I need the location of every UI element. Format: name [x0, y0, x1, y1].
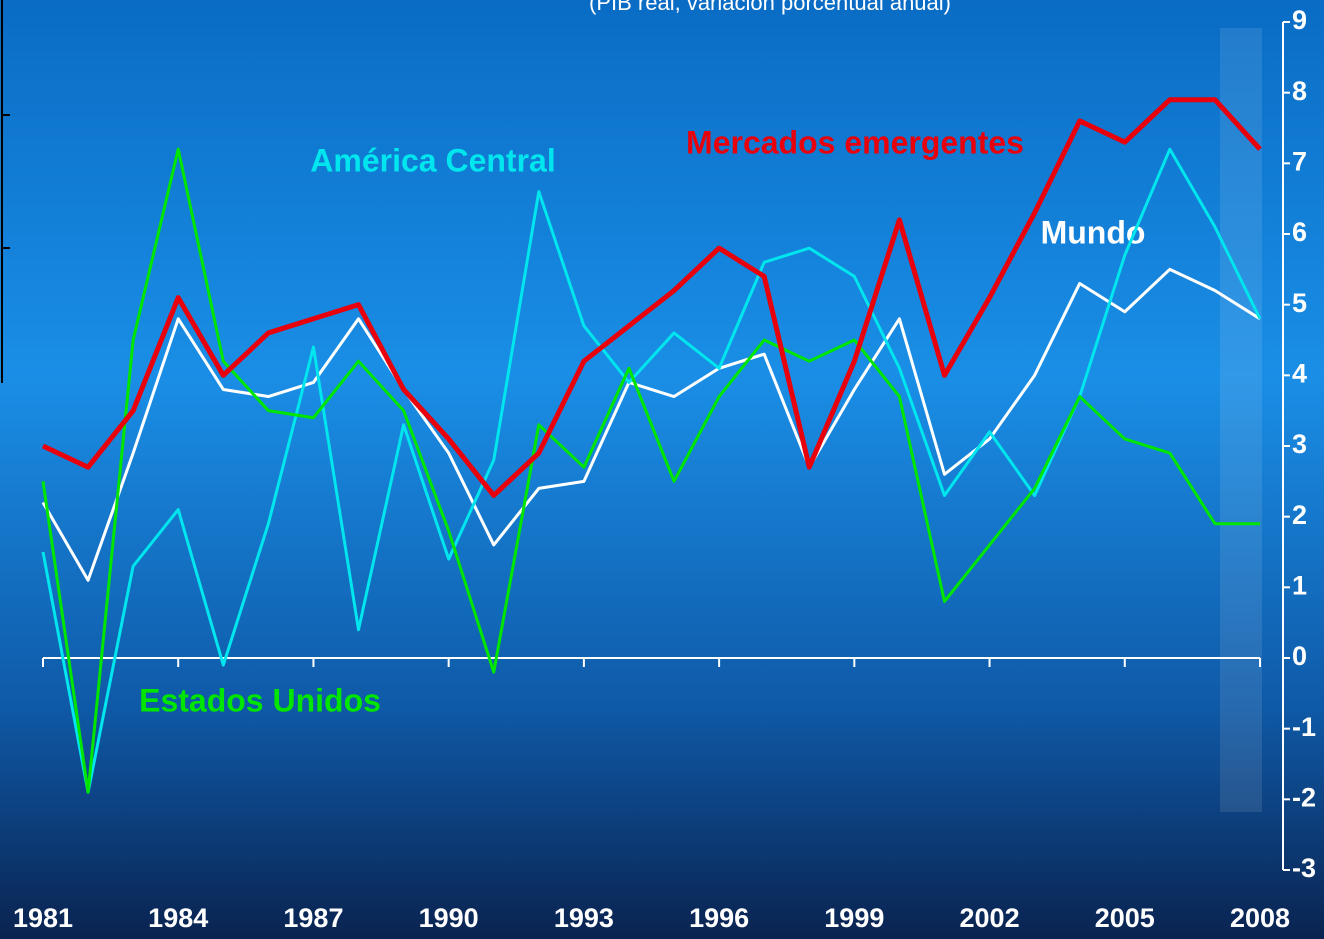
series-line — [41, 147, 1260, 794]
series-line — [41, 97, 1262, 498]
series-label: América Central — [310, 142, 555, 178]
x-tick-label: 1981 — [13, 903, 73, 933]
x-tick-label: 1987 — [283, 903, 343, 933]
series-line — [41, 267, 1261, 582]
frame-edge — [1, 0, 10, 383]
y-tick-label: 6 — [1292, 217, 1307, 247]
y-tick-label: 9 — [1292, 5, 1307, 35]
y-tick-label: -1 — [1292, 712, 1316, 742]
y-tick-label: 0 — [1292, 641, 1307, 671]
chart-subtitle: (PIB real, variación porcentual anual) — [589, 0, 951, 15]
y-tick-label: 7 — [1292, 146, 1307, 176]
x-tick-label: 1999 — [824, 903, 884, 933]
series-label: Estados Unidos — [139, 682, 381, 718]
x-tick-label: 2005 — [1095, 903, 1155, 933]
x-tick-label: 1996 — [689, 903, 749, 933]
x-tick-label: 2008 — [1230, 903, 1290, 933]
series-label: Mercados emergentes — [686, 124, 1024, 160]
y-tick-label: 4 — [1292, 358, 1307, 388]
x-tick-label: 1990 — [419, 903, 479, 933]
y-tick-label: 1 — [1292, 570, 1307, 600]
y-tick-label: 2 — [1292, 500, 1307, 530]
y-tick-label: 3 — [1292, 429, 1307, 459]
x-tick-label: 2002 — [960, 903, 1020, 933]
series-line — [41, 147, 1262, 794]
y-tick-label: 8 — [1292, 76, 1307, 106]
y-tick-label: -3 — [1292, 853, 1316, 883]
y-tick-label: -2 — [1292, 782, 1316, 812]
x-tick-label: 1993 — [554, 903, 614, 933]
forecast-band — [1220, 28, 1262, 812]
y-tick-label: 5 — [1292, 288, 1307, 318]
x-tick-label: 1984 — [148, 903, 208, 933]
